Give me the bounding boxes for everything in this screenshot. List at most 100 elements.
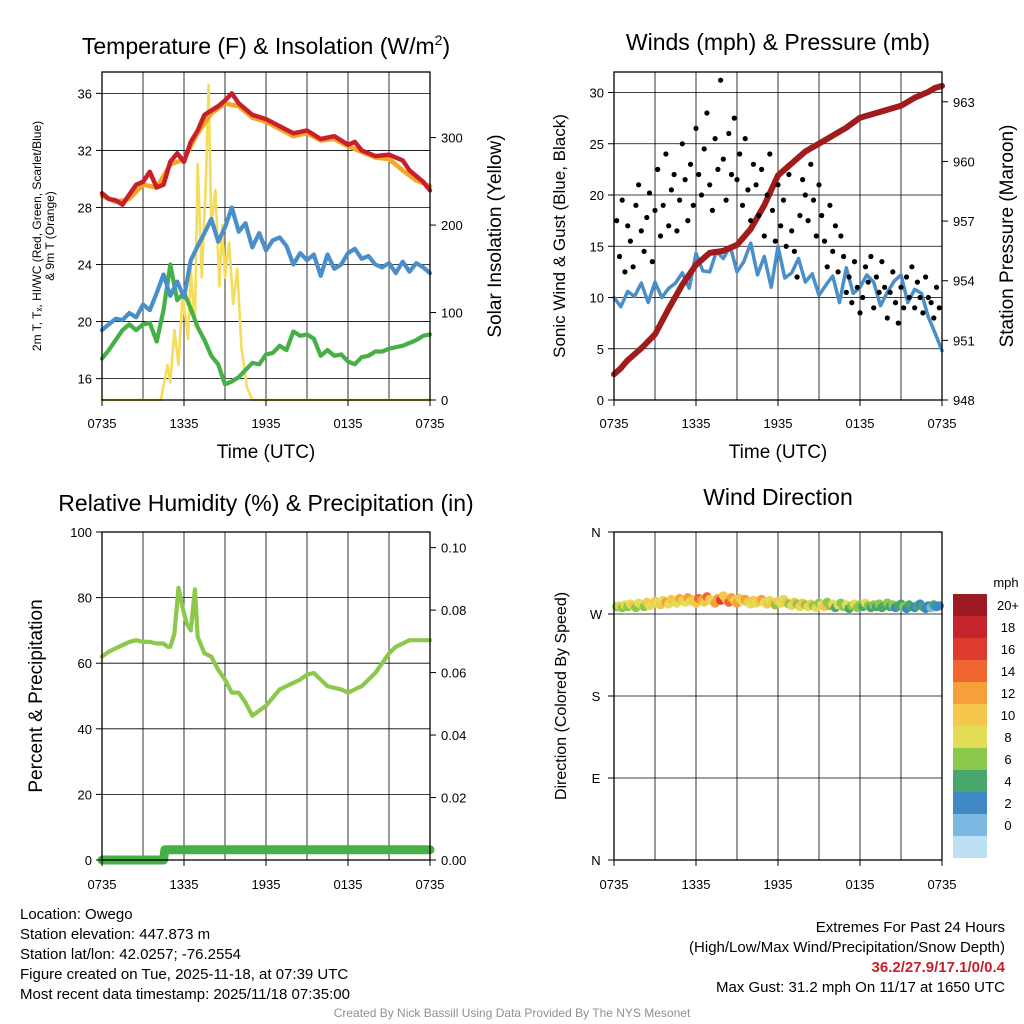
y2-tick-label: 960	[953, 154, 975, 169]
temperature-chart-title: Temperature (F) & Insolation (W/m2)	[82, 32, 450, 59]
gust-point	[920, 310, 926, 316]
gust-point	[701, 146, 707, 152]
x-tick-label: 0735	[928, 877, 957, 892]
y2-tick-label: 957	[953, 214, 975, 229]
y2-tick-label: 963	[953, 95, 975, 110]
y2-tick-label: 0.10	[441, 541, 466, 556]
gust-point	[660, 202, 666, 208]
gust-point	[652, 207, 658, 213]
gust-point	[802, 192, 808, 198]
y2-tick-label: 954	[953, 274, 975, 289]
y-tick-label: 28	[78, 200, 92, 215]
gust-point	[903, 274, 910, 280]
gust-point	[748, 218, 754, 224]
gust-point	[644, 214, 650, 221]
x-tick-label: 1335	[170, 877, 199, 892]
colorbar-swatch	[953, 792, 987, 814]
gust-point	[761, 233, 767, 239]
gust-point	[892, 300, 899, 306]
gust-point	[917, 294, 923, 301]
gust-point	[914, 279, 921, 285]
gust-point	[895, 320, 901, 326]
gust-point	[890, 269, 896, 275]
gust-point	[759, 166, 765, 172]
gust-point	[909, 264, 915, 270]
humidity-panel: 0 20 40 60 80 100 0.00 0.02 0.04 0.06 0.08 0.10 0735…	[26, 490, 474, 892]
gust-point	[876, 289, 882, 295]
hi-wc-line	[99, 262, 433, 387]
gust-point	[857, 310, 863, 316]
gust-point	[843, 289, 849, 295]
winds-panel: 0 5 10 15 20 25 30 948 951 954 957 960 963 0735 1335 19…	[550, 29, 1018, 463]
direction-tick-label: W	[590, 607, 603, 622]
direction-tick-label: N	[591, 525, 600, 540]
gust-point	[928, 300, 934, 306]
y2-tick-label: 948	[953, 393, 975, 408]
gust-point	[636, 182, 642, 188]
temperature-y-axis-label: 2m T, Tₓ, HI/WC (Red, Green, Scarlet/Blu…	[30, 121, 57, 351]
colorbar-swatch	[953, 682, 987, 704]
temperature-x-axis-label: Time (UTC)	[217, 442, 316, 463]
gust-point	[679, 141, 685, 147]
y-tick-label: 5	[597, 342, 604, 357]
wind-direction-chart-title: Wind Direction	[703, 484, 853, 510]
gust-point	[923, 274, 929, 280]
x-tick-label: 0735	[88, 416, 117, 431]
solar-insolation-line	[100, 83, 432, 402]
gust-point	[925, 294, 931, 301]
y-tick-label: 36	[78, 86, 92, 101]
gust-point	[720, 156, 726, 162]
2m-temperature-line	[99, 91, 433, 207]
gust-point	[630, 264, 636, 270]
gust-point	[696, 171, 702, 178]
gust-point	[753, 182, 759, 188]
x-tick-label: 0135	[846, 416, 875, 431]
gust-point	[931, 315, 937, 321]
colorbar-swatch	[953, 704, 987, 726]
colorbar-label: 8	[1004, 730, 1011, 745]
x-tick-label: 0735	[88, 877, 117, 892]
y2-tick-label: 951	[953, 333, 975, 348]
x-tick-label: 0135	[846, 877, 875, 892]
gust-point	[737, 151, 743, 157]
y2-tick-label: 0.04	[441, 728, 466, 743]
gust-point	[846, 274, 852, 280]
colorbar-label: 2	[1004, 796, 1011, 811]
gust-point	[690, 202, 696, 208]
extremes-values: 36.2/27.9/17.1/0/0.4	[871, 959, 1005, 976]
gust-point	[715, 166, 721, 172]
gust-point	[619, 197, 625, 203]
gust-point	[616, 253, 623, 260]
y-tick-label: 30	[590, 86, 604, 101]
gust-point	[685, 218, 691, 224]
gust-point	[819, 212, 825, 219]
gust-point	[750, 161, 757, 167]
speed-colorbar: mph 20+ 18 16 14 12 10 8 6 4 2 0	[953, 575, 1019, 858]
dew-point-line	[99, 205, 433, 333]
y-tick-label: 40	[78, 722, 92, 737]
gust-point	[778, 223, 784, 229]
recent-data-timestamp: Most recent data timestamp: 2025/11/18 0…	[20, 986, 350, 1003]
x-tick-label: 0135	[334, 416, 363, 431]
gust-point	[854, 284, 860, 290]
gust-point	[873, 274, 880, 280]
gust-point	[824, 264, 830, 270]
gust-point	[646, 190, 653, 196]
colorbar-label: 4	[1004, 774, 1011, 789]
y-tick-label: 60	[78, 656, 92, 671]
gust-point	[827, 202, 833, 208]
relative-humidity-line	[99, 585, 433, 718]
gust-point	[860, 294, 866, 301]
gust-point	[633, 202, 639, 208]
colorbar-swatch	[953, 814, 987, 836]
gust-point	[780, 197, 787, 203]
y2-tick-label: 300	[441, 131, 463, 146]
gust-point	[627, 238, 634, 244]
gust-point	[794, 274, 800, 280]
y-tick-label: 24	[78, 258, 92, 273]
station-pressure-line	[611, 82, 945, 378]
y-tick-label: 20	[78, 315, 92, 330]
gust-point	[707, 182, 713, 188]
max-gust: Max Gust: 31.2 mph On 11/17 at 1650 UTC	[715, 979, 1005, 996]
y-tick-label: 20	[78, 787, 92, 802]
